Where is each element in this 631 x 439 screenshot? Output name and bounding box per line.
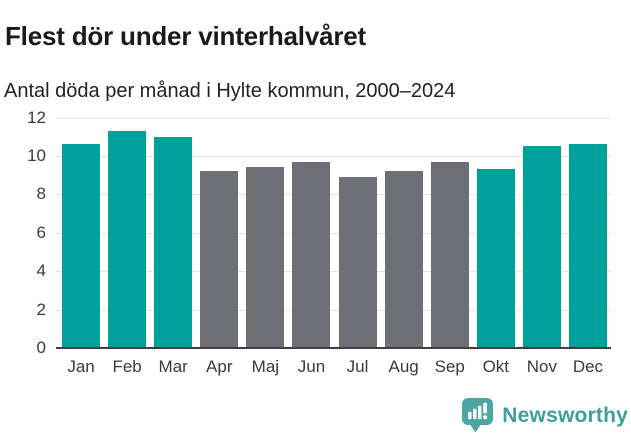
bar-jan <box>62 144 101 348</box>
y-axis-tick-2: 2 <box>36 299 46 319</box>
x-axis-label-jul: Jul <box>346 357 369 376</box>
gridline-4 <box>56 271 611 273</box>
y-axis-tick-4: 4 <box>36 261 46 281</box>
bar-apr <box>200 171 239 348</box>
chart-subtitle: Antal döda per månad i Hylte kommun, 200… <box>4 80 456 102</box>
gridline-6 <box>56 232 611 234</box>
bar-feb <box>108 130 147 348</box>
gridline-10 <box>56 155 611 157</box>
x-axis-label-okt: Okt <box>482 357 510 376</box>
y-axis-tick-12: 12 <box>27 107 46 127</box>
gridline-8 <box>56 194 611 196</box>
x-axis-line <box>56 347 611 349</box>
x-axis-label-nov: Nov <box>526 357 557 376</box>
y-axis-tick-0: 0 <box>36 338 46 357</box>
gridline-2 <box>56 309 611 311</box>
x-axis-label-apr: Apr <box>206 357 233 376</box>
y-axis-tick-6: 6 <box>36 222 46 242</box>
bar-nov <box>522 146 561 348</box>
x-axis-label-mar: Mar <box>158 357 188 376</box>
bar-sep <box>430 161 469 348</box>
gridline-12 <box>56 117 611 119</box>
bar-dec <box>568 144 607 348</box>
x-axis-label-aug: Aug <box>388 357 419 376</box>
x-axis-label-feb: Feb <box>112 357 142 376</box>
bar-mar <box>154 136 193 348</box>
newsworthy-logo: Newsworthy <box>462 398 628 434</box>
bar-jun <box>292 161 331 348</box>
chart-title: Flest dör under vinterhalvåret <box>5 21 366 52</box>
x-axis-label-dec: Dec <box>572 357 604 376</box>
newsworthy-wordmark: Newsworthy <box>502 404 628 427</box>
x-axis-label-jan: Jan <box>67 357 95 376</box>
x-axis-label-maj: Maj <box>251 357 280 376</box>
bar-okt <box>476 169 515 348</box>
y-axis-tick-8: 8 <box>36 184 46 204</box>
y-axis-tick-10: 10 <box>27 145 46 165</box>
bar-aug <box>384 171 423 348</box>
x-axis-label-sep: Sep <box>434 357 465 376</box>
bar-maj <box>246 167 285 348</box>
newsworthy-bubble-barchart-icon <box>462 398 494 433</box>
bar-jul <box>338 177 377 348</box>
x-axis-label-jun: Jun <box>297 357 326 376</box>
